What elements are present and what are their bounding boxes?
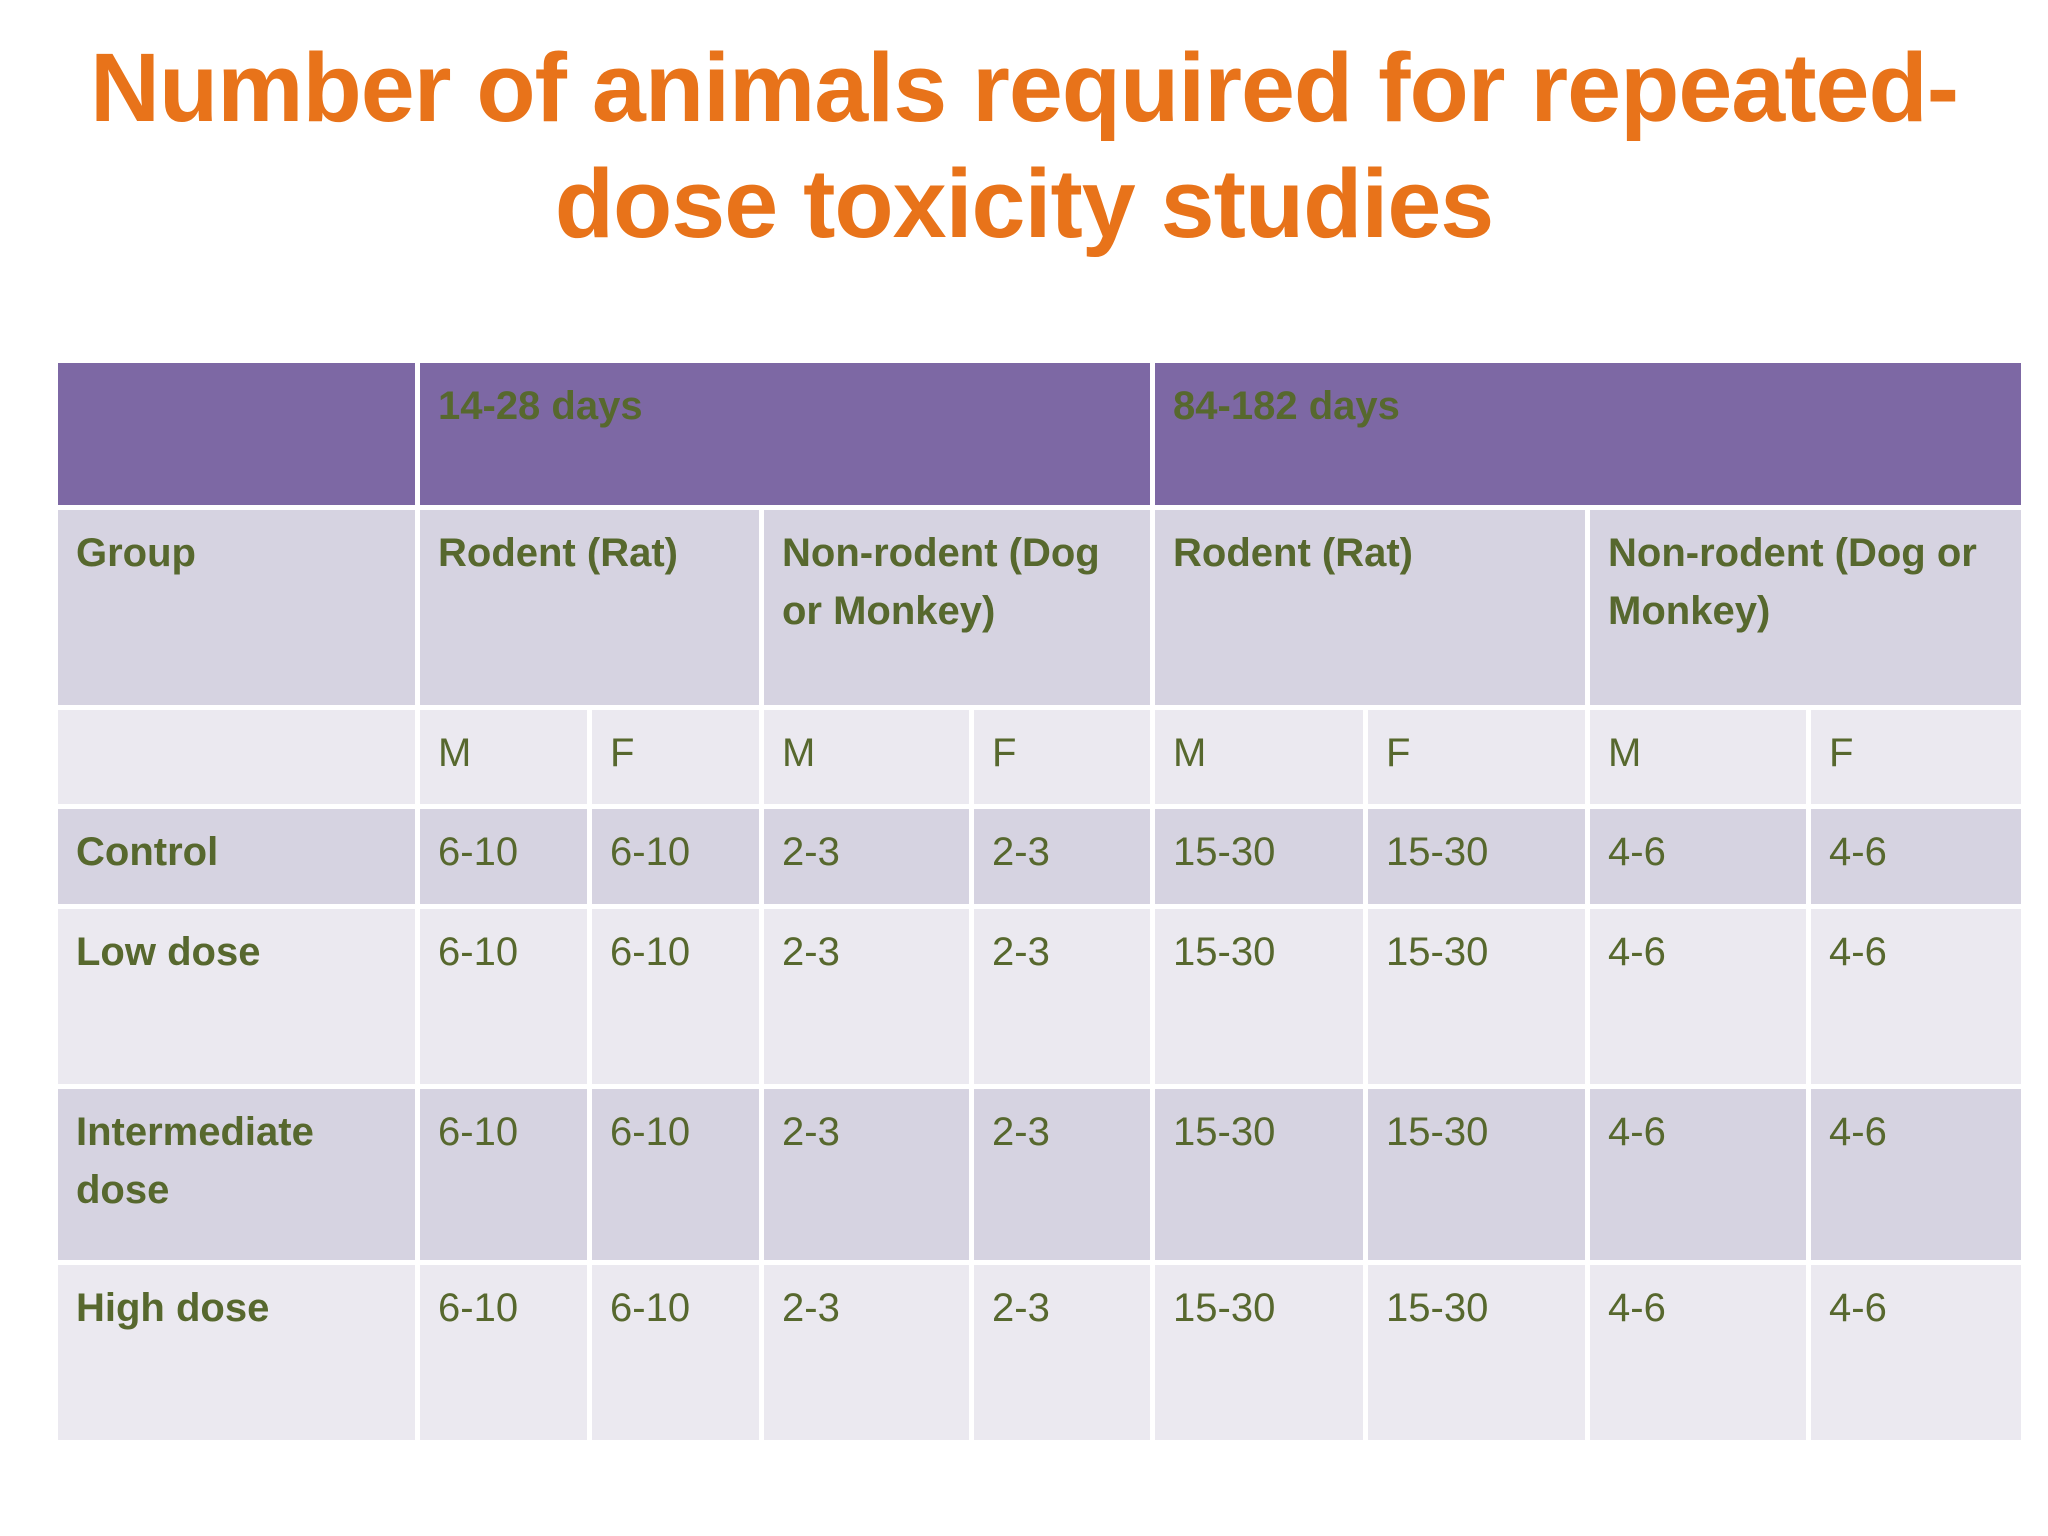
row-label-intermediate-dose: Intermediate dose bbox=[53, 1084, 420, 1265]
sex-header-spacer bbox=[53, 705, 420, 809]
value-cell: 6-10 bbox=[587, 1260, 764, 1445]
value-cell: 15-30 bbox=[1363, 1260, 1591, 1445]
row-label-high-dose: High dose bbox=[53, 1260, 420, 1445]
value-cell: 6-10 bbox=[415, 904, 592, 1089]
value-cell: 15-30 bbox=[1150, 904, 1369, 1089]
species-header-nonrodent-short: Non-rodent (Dog or Monkey) bbox=[758, 505, 1156, 710]
sex-header-row: M F M F M F M F bbox=[53, 705, 2027, 809]
sex-header: F bbox=[968, 705, 1156, 809]
table-row-intermediate-dose: Intermediate dose 6-10 6-10 2-3 2-3 15-3… bbox=[53, 1084, 2027, 1265]
value-cell: 15-30 bbox=[1150, 804, 1369, 909]
value-cell: 15-30 bbox=[1150, 1084, 1369, 1265]
value-cell: 2-3 bbox=[968, 904, 1156, 1089]
row-label-control: Control bbox=[53, 804, 420, 909]
value-cell: 15-30 bbox=[1150, 1260, 1369, 1445]
species-header-nonrodent-long: Non-rodent (Dog or Monkey) bbox=[1585, 505, 2027, 710]
value-cell: 4-6 bbox=[1806, 1084, 2027, 1265]
sex-header: F bbox=[1363, 705, 1591, 809]
value-cell: 15-30 bbox=[1363, 804, 1591, 909]
group-column-header: Group bbox=[53, 505, 420, 710]
value-cell: 4-6 bbox=[1585, 804, 1812, 909]
value-cell: 4-6 bbox=[1806, 804, 2027, 909]
value-cell: 2-3 bbox=[968, 804, 1156, 909]
value-cell: 6-10 bbox=[587, 1084, 764, 1265]
duration-header-row: 14-28 days 84-182 days bbox=[53, 358, 2027, 510]
duration-header-84-182-days: 84-182 days bbox=[1150, 358, 2027, 510]
animals-table: 14-28 days 84-182 days Group Rodent (Rat… bbox=[53, 358, 2027, 1445]
sex-header: F bbox=[587, 705, 764, 809]
sex-header: M bbox=[1150, 705, 1369, 809]
value-cell: 6-10 bbox=[587, 804, 764, 909]
table-row-control: Control 6-10 6-10 2-3 2-3 15-30 15-30 4-… bbox=[53, 804, 2027, 909]
value-cell: 15-30 bbox=[1363, 904, 1591, 1089]
value-cell: 4-6 bbox=[1585, 1084, 1812, 1265]
value-cell: 15-30 bbox=[1363, 1084, 1591, 1265]
value-cell: 4-6 bbox=[1806, 1260, 2027, 1445]
species-header-rodent-long: Rodent (Rat) bbox=[1150, 505, 1591, 710]
value-cell: 2-3 bbox=[759, 804, 974, 909]
value-cell: 6-10 bbox=[415, 1260, 592, 1445]
value-cell: 2-3 bbox=[759, 1260, 974, 1445]
row-label-low-dose: Low dose bbox=[53, 904, 420, 1089]
sex-header: M bbox=[415, 705, 592, 809]
sex-header: M bbox=[759, 705, 974, 809]
value-cell: 2-3 bbox=[759, 904, 974, 1089]
value-cell: 4-6 bbox=[1806, 904, 2027, 1089]
species-header-row: Group Rodent (Rat) Non-rodent (Dog or Mo… bbox=[53, 505, 2027, 710]
sex-header: M bbox=[1585, 705, 1812, 809]
slide-title: Number of animals required for repeated-… bbox=[89, 33, 1959, 259]
value-cell: 2-3 bbox=[968, 1084, 1156, 1265]
value-cell: 6-10 bbox=[587, 904, 764, 1089]
table-row-low-dose: Low dose 6-10 6-10 2-3 2-3 15-30 15-30 4… bbox=[53, 904, 2027, 1089]
value-cell: 6-10 bbox=[415, 1084, 592, 1265]
duration-header-14-28-days: 14-28 days bbox=[414, 358, 1156, 510]
value-cell: 4-6 bbox=[1585, 904, 1812, 1089]
value-cell: 2-3 bbox=[759, 1084, 974, 1265]
value-cell: 4-6 bbox=[1585, 1260, 1812, 1445]
sex-header: F bbox=[1806, 705, 2027, 809]
corner-cell bbox=[53, 358, 420, 510]
table-row-high-dose: High dose 6-10 6-10 2-3 2-3 15-30 15-30 … bbox=[53, 1260, 2027, 1445]
value-cell: 6-10 bbox=[415, 804, 592, 909]
value-cell: 2-3 bbox=[968, 1260, 1156, 1445]
species-header-rodent-short: Rodent (Rat) bbox=[415, 505, 764, 710]
